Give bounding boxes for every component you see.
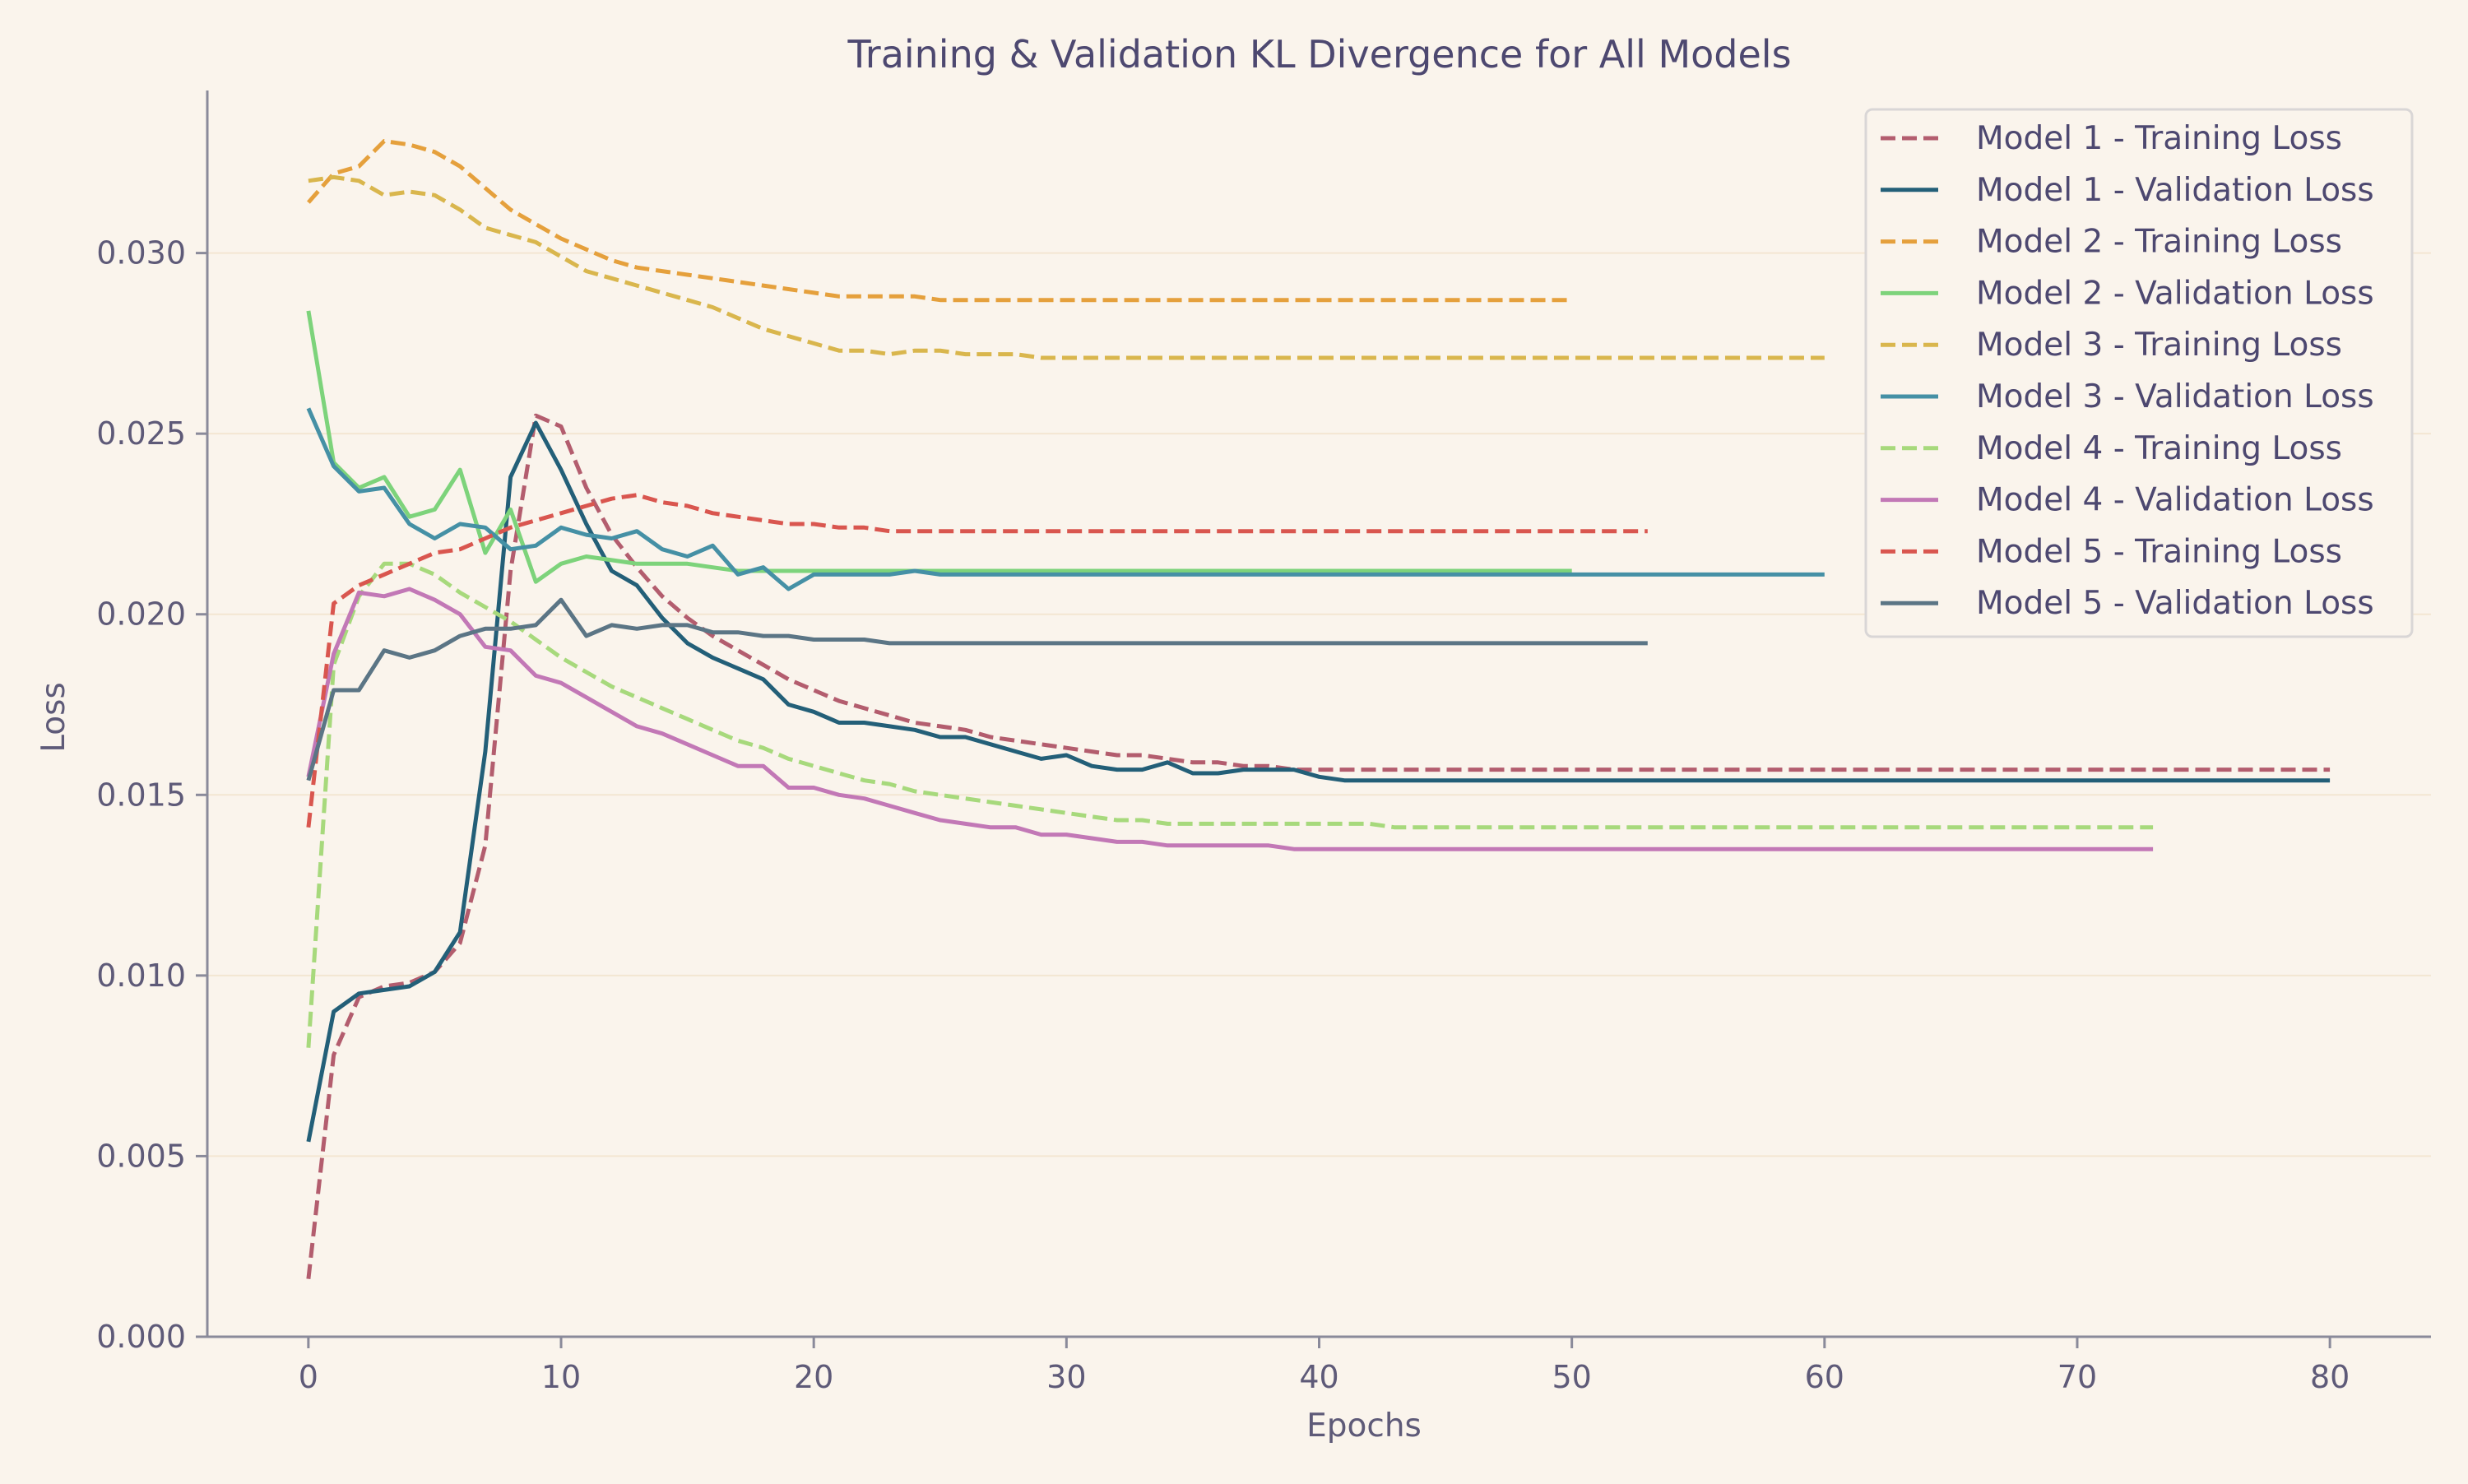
x-tick-label: 50 xyxy=(1552,1359,1591,1395)
series-line-10 xyxy=(306,597,1648,781)
y-axis-label: Loss xyxy=(35,682,72,753)
legend-label: Model 5 - Validation Loss xyxy=(1976,585,2374,622)
y-tick-label: 0.030 xyxy=(96,235,186,271)
x-tick-label: 60 xyxy=(1805,1359,1844,1395)
series-line-1 xyxy=(306,413,2331,1279)
legend-box xyxy=(1864,108,2414,638)
legend-label: Model 3 - Training Loss xyxy=(1976,327,2342,364)
series-line-3 xyxy=(307,139,1572,303)
x-tick-label: 40 xyxy=(1299,1359,1338,1395)
legend-label: Model 5 - Training Loss xyxy=(1976,533,2342,570)
x-tick-label: 20 xyxy=(794,1359,833,1395)
x-tick-label: 70 xyxy=(2057,1359,2097,1395)
y-tick-label: 0.000 xyxy=(96,1319,186,1355)
x-tick-label: 10 xyxy=(541,1359,581,1395)
legend: Model 1 - Training Loss Model 1 - Validat… xyxy=(1864,108,2414,638)
x-tick-label: 30 xyxy=(1046,1359,1086,1395)
y-tick-label: 0.020 xyxy=(96,596,186,633)
grid-lines xyxy=(207,252,2431,1338)
legend-label: Model 1 - Training Loss xyxy=(1976,120,2342,157)
series-line-6 xyxy=(306,407,1825,591)
legend-label: Model 1 - Validation Loss xyxy=(1976,172,2374,209)
series-line-7 xyxy=(306,561,2154,1048)
series-line-8 xyxy=(306,587,2154,851)
series-line-2 xyxy=(306,420,2331,1143)
y-tick-label: 0.010 xyxy=(96,958,186,994)
x-tick-label: 0 xyxy=(299,1359,318,1395)
y-tick-label: 0.025 xyxy=(96,415,186,452)
x-tick-label: 80 xyxy=(2310,1359,2350,1395)
legend-label: Model 3 - Validation Loss xyxy=(1976,378,2374,415)
series-line-9 xyxy=(306,493,1648,828)
series-lines xyxy=(306,139,2331,1279)
legend-label: Model 2 - Validation Loss xyxy=(1976,275,2374,312)
chart-title: Training & Validation KL Divergence for … xyxy=(847,32,1791,77)
legend-items: Model 1 - Training Loss Model 1 - Validat… xyxy=(1881,120,2374,622)
y-tick-label: 0.015 xyxy=(96,777,186,813)
series-line-4 xyxy=(306,310,1572,584)
ticks: 0.000 0.005 0.010 0.015 0.020 0.025 0.030 0 10 20… xyxy=(96,235,2350,1395)
legend-label: Model 4 - Training Loss xyxy=(1976,430,2342,467)
y-tick-label: 0.005 xyxy=(96,1138,186,1174)
series-line-5 xyxy=(308,174,1825,360)
x-axis-label: Epochs xyxy=(1306,1407,1422,1445)
legend-label: Model 2 - Training Loss xyxy=(1976,224,2342,261)
legend-label: Model 4 - Validation Loss xyxy=(1976,482,2374,519)
